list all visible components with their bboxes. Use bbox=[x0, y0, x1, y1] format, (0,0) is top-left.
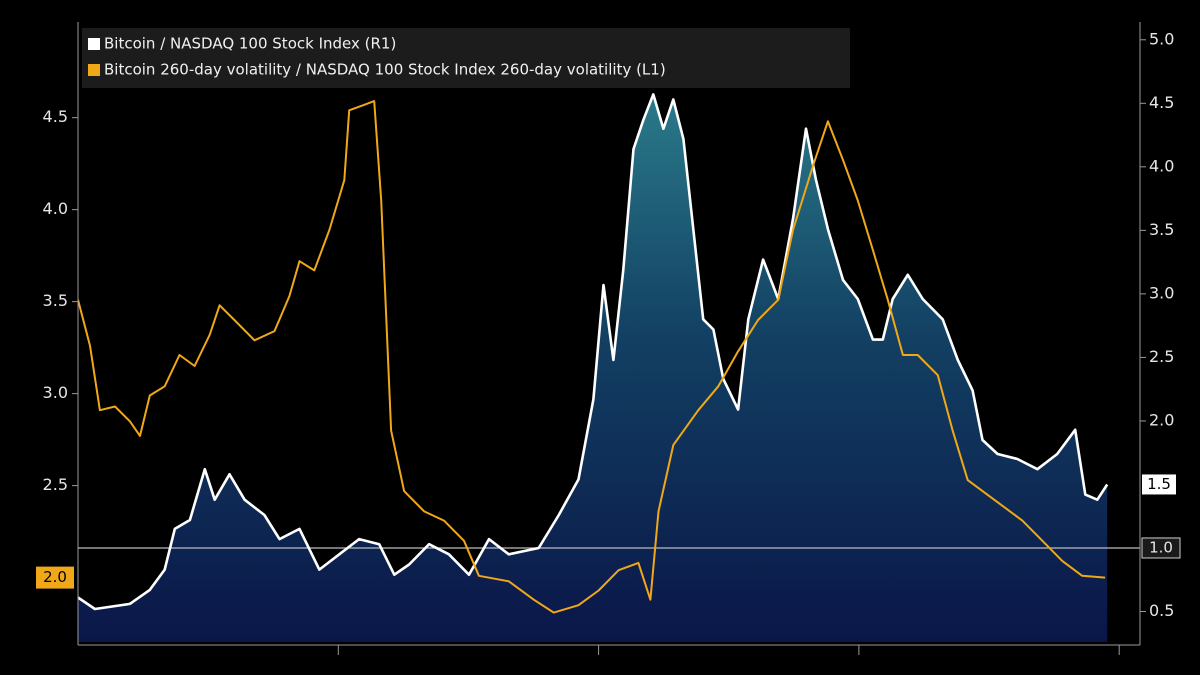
legend-items: Bitcoin / NASDAQ 100 Stock Index (R1) Bit… bbox=[88, 35, 666, 79]
reference-tag bbox=[1141, 537, 1181, 559]
y-tick-label: 4.5 bbox=[43, 107, 68, 126]
y2-tick-label: 3.0 bbox=[1149, 283, 1174, 302]
y2-tick-label: 5.0 bbox=[1149, 29, 1174, 48]
legend-label: Bitcoin / NASDAQ 100 Stock Index (R1) bbox=[104, 35, 396, 53]
area bbox=[78, 94, 1108, 642]
end-label: 1.5 bbox=[1147, 475, 1171, 493]
line bbox=[78, 93, 1109, 611]
y2-tick-label: 4.0 bbox=[1149, 156, 1174, 175]
x-tick-label: 2021 bbox=[708, 673, 749, 675]
y-tick-label: 4.0 bbox=[43, 199, 68, 218]
legend-swatch bbox=[88, 64, 100, 76]
legend bbox=[82, 28, 850, 88]
end-tag bbox=[1142, 474, 1176, 495]
end-label: 2.0 bbox=[43, 568, 67, 586]
y2-tick-label: 0.5 bbox=[1149, 601, 1174, 620]
y2-tick-label: 2.5 bbox=[1149, 347, 1174, 366]
line bbox=[78, 100, 1106, 614]
y2-tick-label: 2.0 bbox=[1149, 410, 1174, 429]
y-tick-label: 2.5 bbox=[43, 475, 68, 494]
legend-swatch bbox=[88, 38, 100, 50]
plot-area bbox=[78, 93, 1140, 642]
reference-label: 1.0 bbox=[1149, 538, 1173, 556]
x-tick-label: 2020 bbox=[448, 673, 489, 675]
x-tick-label: 2019 bbox=[188, 673, 229, 675]
y2-tick-label: 3.5 bbox=[1149, 220, 1174, 239]
y-tick-label: 3.0 bbox=[43, 383, 68, 402]
y2-tick-label: 4.5 bbox=[1149, 93, 1174, 112]
end-tag bbox=[36, 566, 74, 589]
x-tick-label: 2022 bbox=[969, 673, 1010, 675]
legend-label: Bitcoin 260-day volatility / NASDAQ 100 … bbox=[104, 61, 666, 79]
y-tick-label: 3.5 bbox=[43, 291, 68, 310]
